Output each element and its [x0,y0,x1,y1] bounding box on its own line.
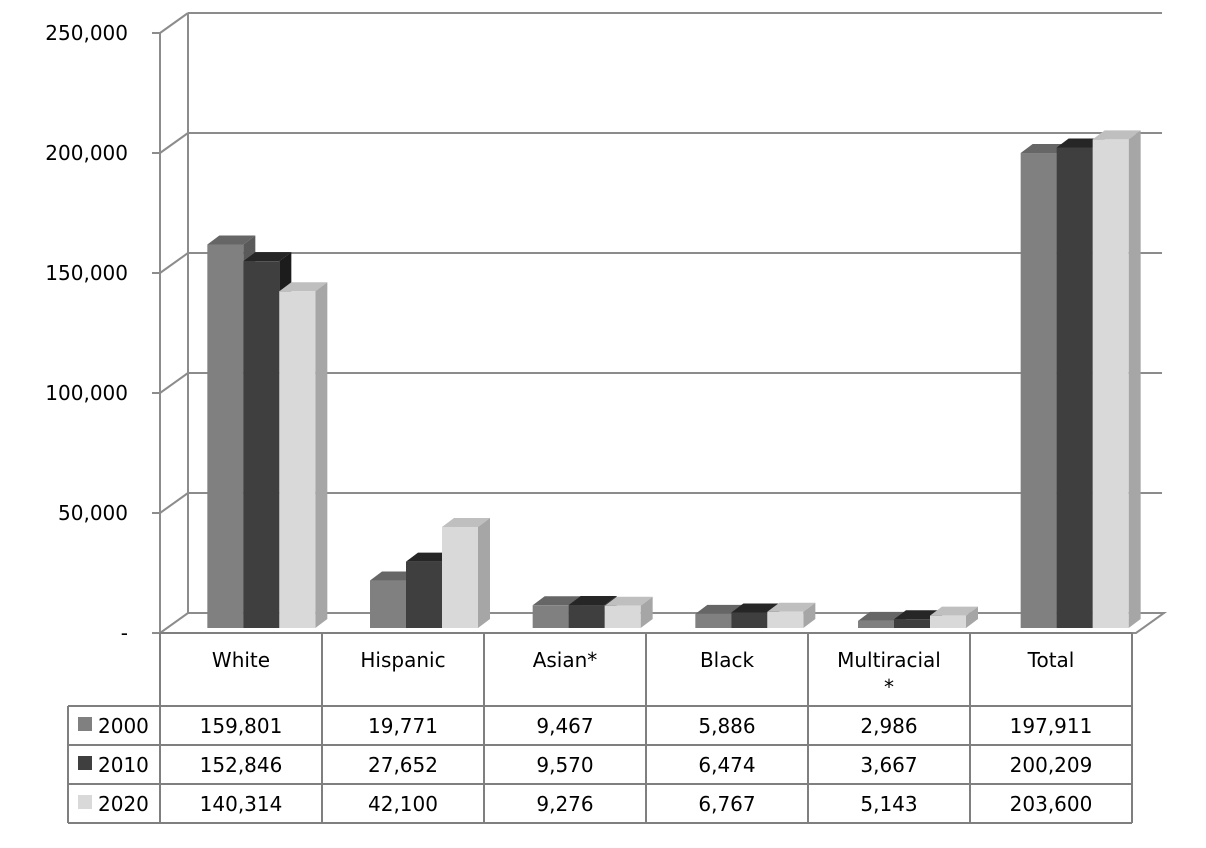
bar-side-2020-Black [803,602,816,628]
data-label: 6,767 [698,792,755,816]
bar-top-2020-Total [1092,130,1141,140]
y-tick-label: - [121,621,128,645]
bar-top-2020-Multiracial* [930,606,978,616]
bar-top-2010-Black [731,603,780,613]
data-label: 203,600 [1010,792,1093,816]
y-tick-label: 100,000 [45,381,128,405]
bar-top-2010-White [243,252,292,262]
gridlines [152,12,1162,634]
data-label: 9,276 [536,792,593,816]
category-label: Total [1027,648,1075,672]
gridline-side [159,252,189,274]
bar-2000-Hispanic [370,580,406,628]
bar-2020-Hispanic [442,526,478,628]
legend-swatch-2000 [78,717,92,731]
bar-2000-Total [1020,153,1057,628]
category-label: Asian* [533,648,598,672]
gridline-side [159,132,189,154]
bar-top-2000-White [207,235,256,245]
data-label: 9,467 [536,714,593,738]
category-label: Multiracial [837,648,941,672]
bar-2000-Asian* [532,605,569,628]
data-label: 19,771 [368,714,438,738]
category-label: * [884,675,894,699]
bar-2010-Black [731,612,768,628]
bar-2010-Hispanic [406,561,442,628]
gridline-side [159,372,189,394]
data-label: 2,986 [860,714,917,738]
bar-top-2020-White [279,282,328,292]
data-label: 140,314 [200,792,283,816]
category-label: White [212,648,270,672]
data-label: 197,911 [1010,714,1093,738]
data-label: 9,570 [536,753,593,777]
bar-top-2020-Hispanic [442,517,490,527]
bar-2020-Multiracial* [930,615,966,628]
y-tick-label: 200,000 [45,141,128,165]
gridline-side [159,12,189,34]
bar-2020-Total [1092,139,1129,629]
bars [207,130,1141,629]
bar-top-2000-Multiracial* [858,611,906,621]
data-label: 27,652 [368,753,438,777]
legend-label: 2010 [98,753,149,777]
bar-side-2020-White [315,282,328,628]
data-label: 42,100 [368,792,438,816]
gridline-side [159,492,189,514]
legend-swatch-2010 [78,756,92,770]
data-label: 200,209 [1010,753,1093,777]
bar-2010-White [243,261,280,628]
data-label: 152,846 [200,753,283,777]
data-label: 5,886 [698,714,755,738]
data-table: White Hispanic Asian* Black Multiracial * Tota… [67,632,1133,824]
bar-2000-White [207,244,244,628]
bar-2000-Black [695,613,732,628]
y-axis: - 50,000 100,000 150,000 200,000 250,000 [45,21,128,645]
bar-2020-Black [767,611,804,628]
bar-2010-Multiracial* [894,619,930,628]
bar-2010-Asian* [568,605,605,628]
data-label: 3,667 [860,753,917,777]
y-tick-label: 50,000 [58,501,128,525]
bar-2000-Multiracial* [858,620,894,628]
bar-2020-Asian* [604,605,641,628]
category-label: Black [700,648,755,672]
bar-top-2020-Black [767,602,816,612]
data-label: 5,143 [860,792,917,816]
bar-side-2020-Multiracial* [966,606,978,628]
y-tick-label: 150,000 [45,261,128,285]
legend-label: 2000 [98,714,149,738]
legend-swatch-2020 [78,795,92,809]
bar-top-2020-Asian* [604,596,653,606]
bar-side-2020-Asian* [640,596,653,628]
bar-2010-Total [1056,147,1093,628]
bar-top-2010-Asian* [568,596,617,606]
legend-label: 2020 [98,792,149,816]
category-label: Hispanic [360,648,445,672]
bar-top-2000-Asian* [532,596,581,606]
data-label: 6,474 [698,753,755,777]
bar-top-2000-Black [695,604,744,614]
data-label: 159,801 [200,714,283,738]
bar-side-2020-Hispanic [478,517,490,628]
bar-side-2020-Total [1128,130,1141,629]
y-tick-label: 250,000 [45,21,128,45]
bar-2020-White [279,291,316,628]
